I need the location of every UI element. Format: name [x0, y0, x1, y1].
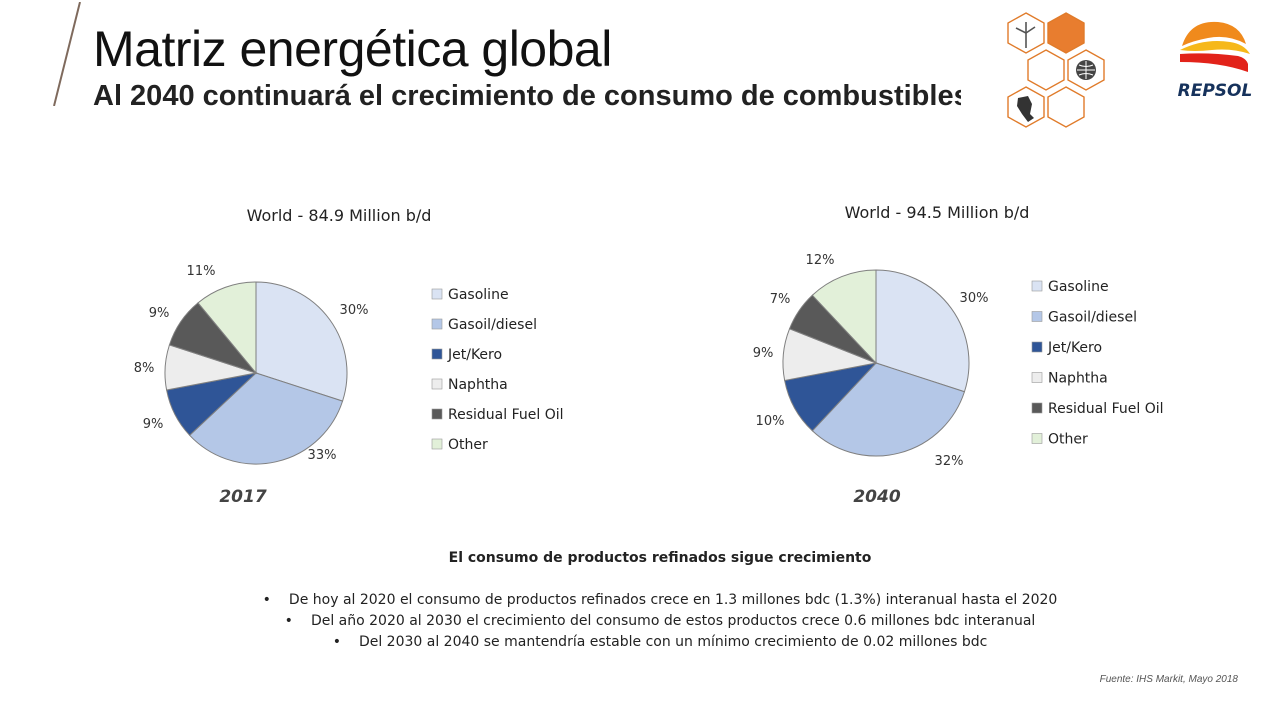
legend-label: Jet/Kero [447, 347, 502, 363]
decorative-slash [53, 2, 81, 106]
summary-bullet: Del 2030 al 2040 se mantendría estable c… [0, 632, 1280, 653]
data-label: 32% [935, 454, 964, 469]
pie-slice [811, 362, 966, 457]
legend-swatch [1031, 311, 1043, 322]
summary-bullet: De hoy al 2020 el consumo de productos r… [0, 590, 1280, 611]
legend-label: Other [448, 437, 488, 453]
summary-bullet: Del año 2020 al 2030 el crecimiento del … [0, 611, 1280, 632]
data-label: 10% [756, 414, 785, 429]
legend-label: Jet/Kero [1047, 340, 1102, 356]
chart-year-caption: 2017 [219, 487, 266, 507]
legend-label: Naphtha [1048, 371, 1108, 387]
data-label: 9% [143, 417, 164, 432]
summary-section: El consumo de productos refinados sigue … [0, 550, 1280, 653]
pie-slice [197, 281, 257, 375]
legend-label: Gasoline [1048, 279, 1109, 295]
pie-slice [188, 372, 344, 465]
legend-swatch [1031, 280, 1043, 292]
data-label: 9% [149, 306, 170, 321]
legend-swatch [431, 408, 443, 420]
legend-label: Residual Fuel Oil [1048, 401, 1164, 417]
legend-swatch [431, 378, 443, 390]
chart-year-caption: 2040 [853, 487, 900, 507]
legend-swatch [1031, 372, 1043, 383]
legend-swatch [1031, 433, 1043, 444]
legend-swatch [1031, 402, 1043, 414]
legend-swatch [431, 438, 443, 450]
legend-swatch [431, 318, 443, 330]
pie-chart-2017: World - 84.9 Million b/d 30% 33% 9% 8% 9% 11% G… [134, 206, 564, 507]
pie-chart-2040: World - 94.5 Million b/d 30% 32% 10% 9% 7% 12%… [753, 203, 1164, 507]
summary-list: De hoy al 2020 el consumo de productos r… [0, 590, 1280, 653]
summary-heading: El consumo de productos refinados sigue … [448, 550, 872, 566]
data-label: 8% [134, 361, 155, 376]
legend-label: Gasoil/diesel [1048, 310, 1137, 326]
data-label: 30% [960, 291, 989, 306]
legend-swatch [1031, 341, 1043, 353]
data-label: 9% [753, 346, 774, 361]
page-subtitle: Al 2040 continuará el crecimiento de con… [93, 80, 961, 112]
legend-swatch [431, 348, 443, 360]
legend-label: Residual Fuel Oil [448, 407, 564, 423]
hexagon-icon-cluster [1007, 12, 1105, 128]
pie-slice [811, 269, 877, 365]
data-label: 30% [340, 303, 369, 318]
pie-slice [255, 281, 348, 402]
legend-label: Gasoline [448, 287, 509, 303]
globe-icon [1076, 60, 1096, 80]
legend-swatch [431, 288, 443, 300]
pie-slice [875, 269, 970, 393]
legend-label: Naphtha [448, 377, 508, 393]
svg-text:REPSOL: REPSOL [1178, 81, 1253, 101]
data-label: 12% [806, 253, 835, 268]
data-label: 7% [770, 292, 791, 307]
peru-map-icon [1017, 96, 1034, 122]
page-title: Matriz energética global [93, 21, 612, 77]
repsol-logo: REPSOL [1178, 21, 1253, 101]
chart-title: World - 84.9 Million b/d [247, 206, 432, 225]
data-label: 11% [187, 264, 216, 279]
data-label: 33% [308, 448, 337, 463]
legend-label: Gasoil/diesel [448, 317, 537, 333]
wind-turbine-icon [1015, 22, 1036, 48]
source-note: Fuente: IHS Markit, Mayo 2018 [1099, 674, 1238, 685]
chart-title: World - 94.5 Million b/d [845, 203, 1030, 222]
legend-label: Other [1048, 432, 1088, 448]
